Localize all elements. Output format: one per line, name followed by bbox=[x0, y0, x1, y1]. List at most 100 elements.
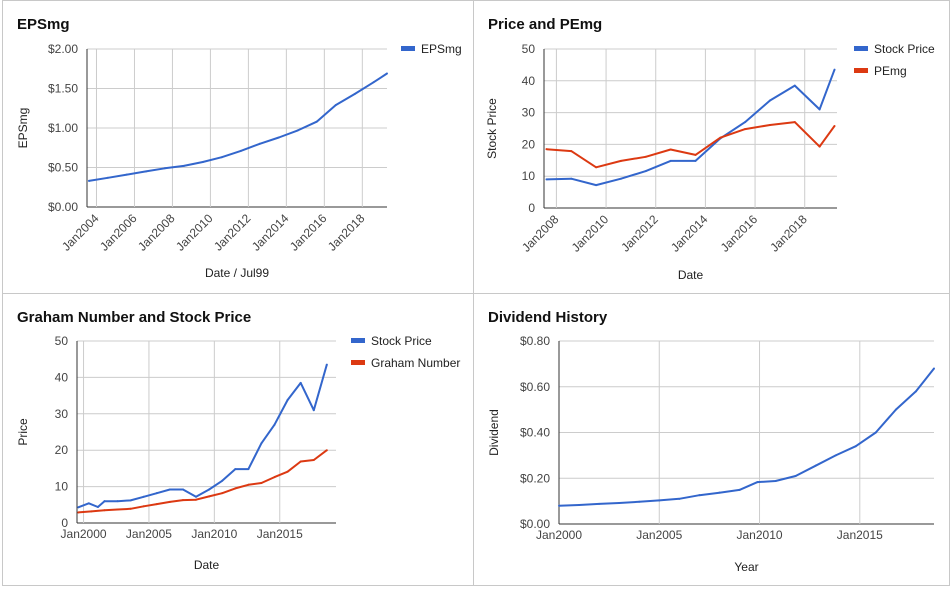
data-point bbox=[386, 72, 388, 75]
data-point bbox=[694, 153, 697, 156]
data-point bbox=[286, 398, 289, 401]
data-point bbox=[644, 155, 647, 158]
data-point bbox=[299, 381, 302, 384]
data-point bbox=[658, 499, 661, 502]
data-point bbox=[595, 184, 598, 187]
data-point bbox=[698, 494, 701, 497]
data-point bbox=[834, 454, 837, 457]
data-point bbox=[644, 170, 647, 173]
legend-swatch bbox=[854, 46, 868, 51]
data-point bbox=[325, 449, 328, 452]
data-point bbox=[90, 510, 93, 513]
x-tick-label: Jan2018 bbox=[325, 211, 368, 254]
data-point bbox=[694, 159, 697, 162]
x-tick-label: Jan2010 bbox=[569, 212, 612, 255]
data-point bbox=[793, 121, 796, 124]
x-axis-label: Date bbox=[194, 558, 220, 572]
legend-swatch bbox=[351, 360, 365, 365]
y-axis-label: Dividend bbox=[487, 409, 501, 456]
data-point bbox=[129, 507, 132, 510]
data-point bbox=[260, 442, 263, 445]
data-point bbox=[768, 124, 771, 127]
x-tick-label: Jan2006 bbox=[97, 211, 140, 254]
data-point bbox=[296, 129, 299, 132]
y-tick-label: 20 bbox=[55, 443, 69, 457]
data-point bbox=[774, 479, 777, 482]
legend-entry: EPSmg bbox=[421, 42, 462, 56]
data-point bbox=[618, 501, 621, 504]
data-point bbox=[558, 504, 560, 507]
data-point bbox=[155, 492, 158, 495]
data-point bbox=[325, 363, 328, 366]
chart-panel-price-pemg: Price and PEmg 0 10 20 30 40 50 Jan2008 Jan2010 J… bbox=[473, 0, 950, 294]
data-point bbox=[129, 499, 132, 502]
data-point bbox=[874, 431, 877, 434]
data-point bbox=[768, 99, 771, 102]
data-point bbox=[87, 179, 90, 182]
data-point bbox=[756, 481, 759, 484]
data-point bbox=[818, 108, 821, 111]
y-tick-label: 40 bbox=[55, 370, 69, 384]
data-point bbox=[669, 148, 672, 151]
legend-entry: Stock Price bbox=[371, 334, 432, 348]
y-tick-label: 30 bbox=[522, 106, 536, 120]
x-tick-label: Jan2016 bbox=[287, 211, 330, 254]
chart-title: Graham Number and Stock Price bbox=[17, 309, 251, 326]
data-point bbox=[106, 176, 109, 179]
data-point bbox=[234, 468, 237, 471]
x-tick-label: Jan2012 bbox=[211, 211, 254, 254]
chart-title: Dividend History bbox=[488, 309, 608, 326]
y-tick-label: $1.00 bbox=[48, 121, 78, 135]
chart-title: EPSmg bbox=[17, 16, 70, 33]
x-tick-label: Jan2008 bbox=[135, 211, 178, 254]
data-point bbox=[239, 149, 242, 152]
data-point bbox=[833, 68, 836, 71]
data-point bbox=[744, 128, 747, 131]
data-point bbox=[142, 495, 145, 498]
data-point bbox=[578, 504, 581, 507]
data-point bbox=[794, 474, 797, 477]
data-point bbox=[372, 81, 375, 84]
y-tick-label: $0.80 bbox=[520, 334, 550, 348]
x-tick-label: Jan2000 bbox=[61, 527, 107, 541]
y-axis-label: EPSmg bbox=[16, 108, 30, 149]
data-point bbox=[894, 408, 897, 411]
x-tick-label: Jan2000 bbox=[536, 528, 582, 542]
chart-panel-epsmg: EPSmg $0.00 $0.50 $1.00 $1.50 $2.00 Jan2004 Jan… bbox=[2, 0, 474, 294]
x-tick-label: Jan2008 bbox=[519, 212, 562, 255]
data-point bbox=[598, 502, 601, 505]
data-point bbox=[201, 160, 204, 163]
data-point bbox=[208, 488, 211, 491]
data-point bbox=[273, 423, 276, 426]
data-point bbox=[854, 445, 857, 448]
x-tick-label: Jan2012 bbox=[618, 212, 661, 255]
x-tick-label: Jan2014 bbox=[668, 212, 711, 255]
y-axis-label: Price bbox=[16, 418, 30, 446]
x-tick-label: Jan2014 bbox=[249, 211, 292, 254]
data-point bbox=[814, 464, 817, 467]
x-tick-label: Jan2018 bbox=[767, 212, 810, 255]
x-tick-label: Jan2010 bbox=[737, 528, 783, 542]
data-point bbox=[168, 488, 171, 491]
data-point bbox=[125, 173, 128, 176]
data-point bbox=[77, 511, 80, 514]
data-point bbox=[103, 509, 106, 512]
data-point bbox=[195, 498, 198, 501]
data-point bbox=[258, 142, 261, 145]
data-point bbox=[116, 508, 119, 511]
data-point bbox=[312, 409, 315, 412]
legend-entry: Graham Number bbox=[371, 356, 460, 370]
data-point bbox=[718, 491, 721, 494]
data-point bbox=[678, 497, 681, 500]
x-tick-label: Jan2005 bbox=[126, 527, 172, 541]
data-point bbox=[221, 492, 224, 495]
chart-graham-number: Graham Number and Stock Price 0 10 20 30 40 50… bbox=[16, 309, 460, 572]
legend-entry: Stock Price bbox=[874, 42, 935, 56]
y-tick-label: 0 bbox=[61, 516, 68, 530]
data-point bbox=[570, 150, 573, 153]
data-point bbox=[744, 121, 747, 124]
data-point bbox=[234, 487, 237, 490]
data-point bbox=[286, 470, 289, 473]
data-point bbox=[273, 476, 276, 479]
y-tick-label: 20 bbox=[522, 137, 536, 151]
